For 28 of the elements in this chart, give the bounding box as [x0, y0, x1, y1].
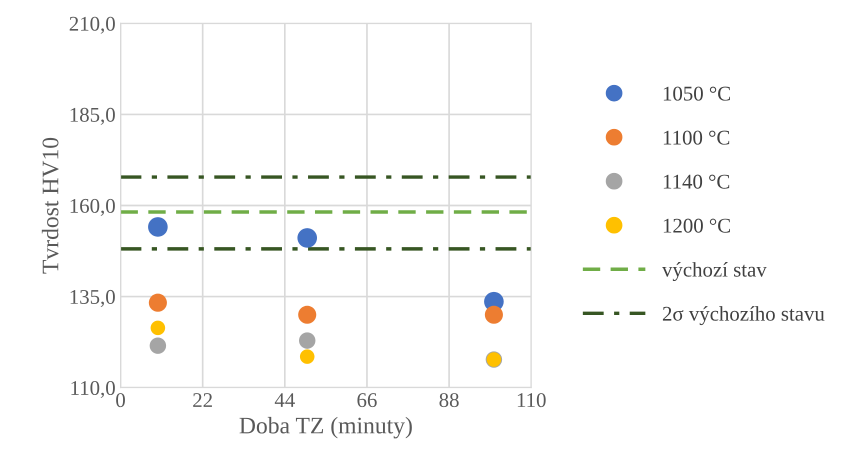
point — [150, 320, 166, 336]
y-tick-label: 160,0 — [70, 198, 115, 216]
x-tick-label: 66 — [357, 393, 377, 408]
x-tick-label: 44 — [274, 393, 295, 407]
point — [298, 306, 316, 324]
legend-label: výchozí stav — [662, 262, 767, 282]
point — [300, 349, 315, 364]
legend-label: 1140 °C — [664, 174, 730, 189]
x-axis-title: Doba TZ (minuty) — [240, 416, 412, 438]
x-tick-label: 110 — [518, 393, 546, 408]
y-tick-label: 135,0 — [70, 290, 115, 307]
point — [148, 294, 167, 312]
y-tick-label: 110,0 — [71, 380, 115, 398]
point — [299, 332, 316, 349]
x-tick-label: 88 — [439, 393, 459, 408]
point — [150, 338, 166, 354]
x-tick-label: 22 — [193, 393, 212, 407]
x-tick-label: 0 — [116, 393, 125, 408]
legend-label: 2σ výchozího stavu — [662, 306, 824, 326]
legend-label: 1050 °C — [664, 86, 730, 101]
point — [148, 217, 168, 237]
y-tick-label: 185,0 — [70, 108, 115, 125]
point — [297, 228, 318, 248]
point — [484, 306, 503, 324]
y-tick-label: 210,0 — [70, 16, 115, 34]
legend-label: 1200 °C — [664, 218, 730, 233]
legend-label: 1100 °C — [664, 130, 730, 145]
y-axis-title: Tvrdost HV10 — [42, 138, 59, 274]
